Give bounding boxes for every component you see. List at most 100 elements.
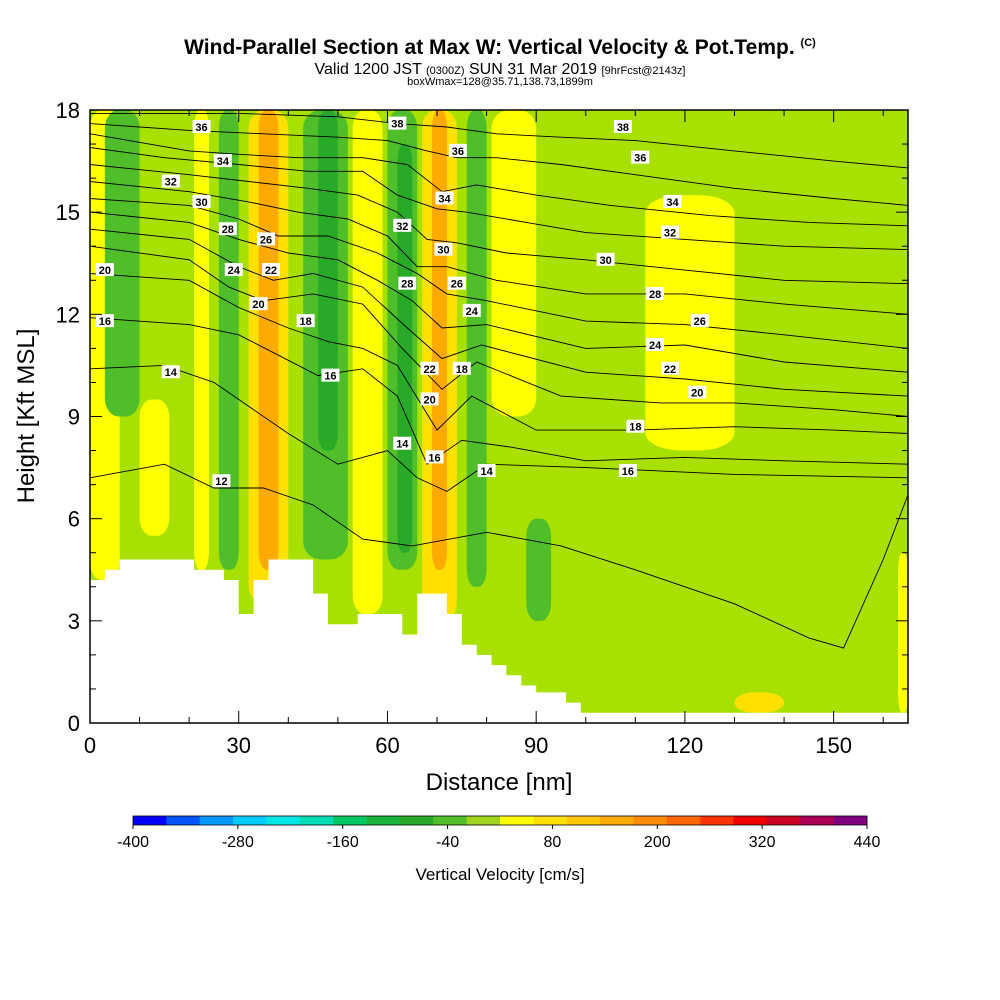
contour-label-box	[462, 303, 481, 317]
contour-label-13: 16	[321, 368, 340, 383]
y-tick-label: 18	[56, 98, 80, 123]
contour-label-14: 12	[212, 474, 231, 488]
contour-label-20: 28	[398, 276, 417, 291]
contour-label-box	[321, 368, 340, 382]
chart-subtitle: Valid 1200 JST (0300Z) SUN 31 Mar 2019 […	[0, 61, 1000, 79]
y-tick-label: 6	[68, 507, 80, 532]
colorbar-swatch-5	[299, 816, 334, 825]
x-tick-label: 120	[667, 733, 704, 758]
colorbar-tick-label: -40	[436, 834, 459, 851]
w-band-2	[104, 110, 140, 417]
colorbar-swatch-1	[166, 816, 201, 825]
contour-label-box	[435, 191, 454, 205]
colorbar-tick-label: -160	[327, 834, 359, 851]
theta-contour-24	[90, 211, 908, 373]
contour-label-box	[218, 222, 237, 236]
colorbar-tick-label: 80	[544, 834, 562, 851]
colorbar-swatch-2	[199, 816, 234, 825]
contour-label-box	[420, 361, 439, 375]
contour-label-box	[452, 361, 471, 375]
colorbar-tick-label: -400	[117, 834, 149, 851]
contour-label-text: 16	[324, 371, 336, 383]
x-tick-label: 0	[84, 733, 96, 758]
w-band-18	[898, 552, 908, 713]
contour-label-4: 28	[218, 222, 237, 236]
contour-label-17: 34	[435, 191, 454, 206]
theta-contour-36	[90, 123, 908, 206]
contour-label-10: 16	[95, 314, 114, 328]
colorbar-swatch-21	[833, 816, 868, 825]
contour-label-text: 18	[300, 316, 312, 328]
colorbar-swatch-3	[233, 816, 267, 825]
x-tick-label: 150	[815, 733, 852, 758]
theta-contour-32	[90, 147, 908, 251]
contour-label-1: 34	[213, 154, 232, 168]
contour-label-18: 32	[393, 218, 412, 233]
contour-label-text: 24	[466, 306, 479, 318]
w-band-11	[397, 144, 413, 553]
contour-label-text: 12	[215, 476, 227, 488]
w-band-17	[645, 195, 735, 451]
contour-label-box	[388, 116, 407, 130]
contour-label-8: 20	[249, 297, 268, 311]
y-tick-label: 0	[68, 711, 80, 736]
contour-label-15: 38	[388, 116, 407, 131]
contour-label-12: 18	[296, 314, 315, 328]
subtitle-forecast: [9hrFcst@2143z]	[601, 65, 686, 77]
contour-label-box	[420, 392, 439, 406]
contour-label-28: 14	[477, 463, 496, 478]
w-band-15	[491, 110, 537, 417]
colorbar-tick-label: -280	[222, 834, 254, 851]
contour-label-text: 16	[99, 316, 111, 328]
y-tick-label: 9	[68, 405, 80, 430]
colorbar-frame	[132, 815, 868, 826]
x-axis-label: Distance [nm]	[426, 769, 573, 796]
contour-label-text: 38	[617, 122, 629, 134]
colorbar-swatch-12	[533, 816, 568, 825]
contour-label-box	[646, 337, 665, 351]
contour-label-box	[192, 194, 211, 208]
colorbar-swatch-18	[733, 816, 768, 825]
contour-label-box	[393, 436, 412, 450]
colorbar-swatch-11	[500, 816, 534, 825]
contour-label-27: 14	[393, 436, 412, 451]
colorbar-swatch-15	[633, 816, 668, 825]
w-band-1	[139, 399, 170, 536]
contour-label-34: 28	[646, 286, 665, 301]
contour-label-text: 34	[438, 194, 451, 206]
colorbar-tick-label: 200	[644, 834, 671, 851]
contour-label-box	[596, 252, 615, 266]
contour-label-29: 38	[613, 120, 632, 134]
contour-label-text: 20	[252, 299, 264, 311]
contour-label-text: 28	[401, 279, 413, 291]
contour-label-box	[477, 463, 496, 477]
colorbar-swatch-9	[433, 816, 467, 825]
theta-contour-14	[90, 364, 908, 492]
contour-label-text: 36	[452, 146, 464, 158]
contour-label-9: 20	[95, 263, 114, 277]
colorbar-tick-label: 320	[749, 834, 776, 851]
contour-label-text: 14	[480, 466, 493, 478]
contour-label-text: 20	[691, 388, 703, 400]
colorbar-swatch-6	[333, 816, 367, 825]
contour-label-19: 30	[434, 242, 453, 257]
colorbar-swatch-10	[466, 816, 501, 825]
contour-label-text: 24	[228, 265, 241, 277]
contour-label-box	[661, 361, 680, 375]
contour-label-text: 20	[99, 265, 111, 277]
y-tick-label: 3	[68, 609, 80, 634]
contour-label-box	[393, 218, 412, 232]
contour-label-box	[296, 314, 315, 328]
contour-label-box	[192, 120, 211, 134]
contour-label-25: 18	[452, 361, 471, 376]
contour-label-37: 22	[661, 361, 680, 376]
contour-label-text: 30	[599, 255, 611, 267]
y-axis-label: Height [Kft MSL]	[13, 329, 40, 504]
contour-label-text: 24	[649, 340, 662, 352]
contour-label-text: 22	[423, 364, 435, 376]
contour-label-box	[631, 150, 650, 164]
contour-label-box	[447, 276, 466, 290]
theta-contour-26	[90, 198, 908, 349]
